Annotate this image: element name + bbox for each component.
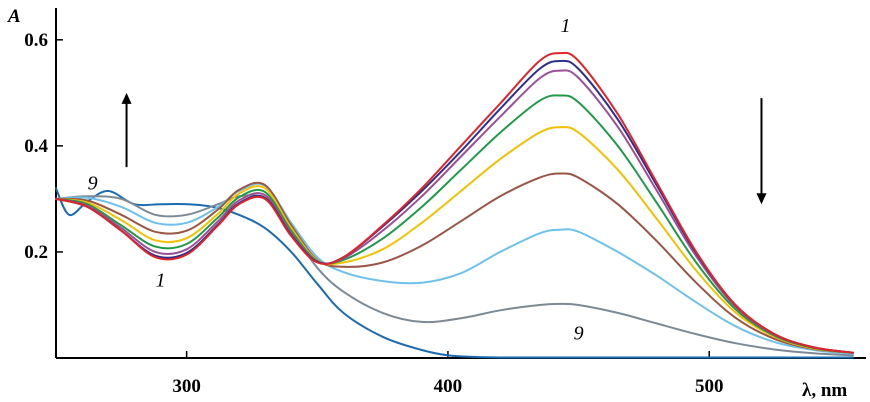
arrow-up-icon-head	[121, 92, 132, 104]
arrow-up-icon	[121, 92, 132, 168]
series-line-5	[55, 126, 854, 354]
x-tick-label: 300	[172, 376, 201, 397]
series-line-6	[55, 172, 854, 354]
series-line-9	[55, 187, 854, 359]
x-tick-label: 400	[434, 376, 463, 397]
y-axis-label: A	[7, 6, 21, 27]
series-line-3	[55, 69, 854, 354]
series-line-1	[55, 51, 854, 354]
curve-number-label: 9	[574, 322, 584, 344]
curve-number-label: 1	[156, 269, 166, 291]
curve-number-label: 9	[88, 172, 98, 194]
x-axis-label: λ, nm	[802, 380, 847, 401]
series-line-7	[55, 182, 854, 355]
arrow-down-icon	[756, 98, 767, 205]
y-tick-label: 0.4	[24, 136, 48, 157]
curve-number-label: 1	[561, 15, 571, 37]
y-tick-label: 0.2	[24, 242, 48, 263]
series-line-2	[55, 59, 854, 354]
series-layer	[55, 51, 854, 359]
y-tick-label: 0.6	[24, 30, 48, 51]
axes: 0.2 0.4 0.6 300 400 500	[24, 8, 866, 397]
series-line-8	[55, 194, 854, 357]
series-line-4	[55, 94, 854, 354]
arrow-down-icon-head	[756, 193, 767, 205]
x-tick-label: 500	[695, 376, 724, 397]
